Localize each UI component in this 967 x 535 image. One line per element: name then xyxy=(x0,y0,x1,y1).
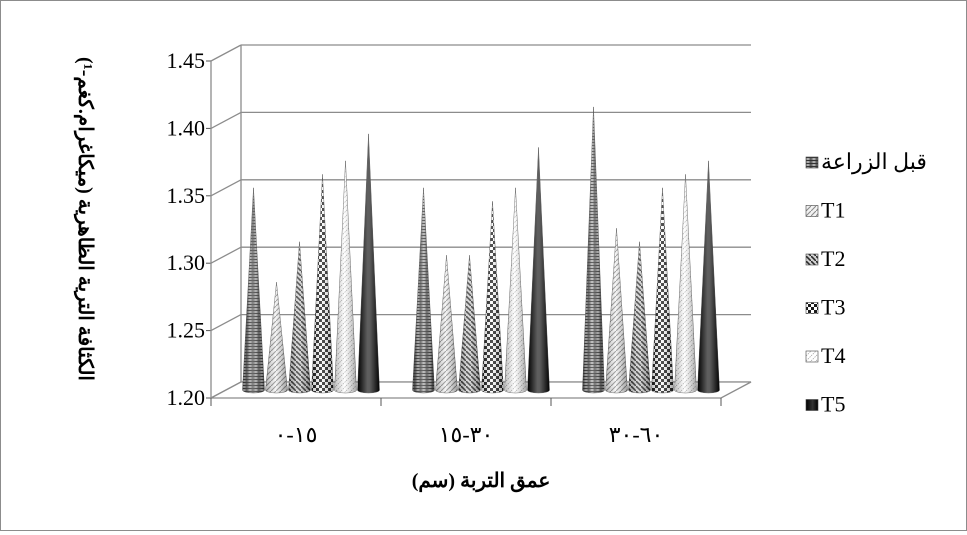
legend-label: T4 xyxy=(821,343,845,368)
legend-item: T2 xyxy=(805,246,845,271)
legend-label: قبل الزراعة xyxy=(821,149,927,175)
y-tick-label: 1.20 xyxy=(167,385,206,410)
y-tick-label: 1.45 xyxy=(167,48,206,73)
bar-cone xyxy=(357,133,380,394)
legend-swatch xyxy=(805,399,819,411)
legend-swatch xyxy=(805,156,819,169)
legend-label: T5 xyxy=(821,392,845,417)
legend-label: T1 xyxy=(821,198,845,223)
bar-cone xyxy=(674,174,697,394)
y-tick-label: 1.30 xyxy=(167,250,206,275)
bar-cone xyxy=(458,255,481,394)
bar-cone xyxy=(628,241,651,394)
bar-cone xyxy=(582,106,605,394)
x-tick-label: ١٥-٠ xyxy=(275,422,318,447)
x-axis-title: عمق التربة (سم) xyxy=(412,470,551,493)
legend-swatch xyxy=(805,205,819,217)
gridline-side xyxy=(210,44,242,62)
bar-cone xyxy=(527,147,550,394)
gridline-side xyxy=(210,179,242,197)
gridline-side xyxy=(210,246,242,264)
axis-layer: 1.20 1.25 1.30 1.35 1.40 1.45 ١٥-٠ ٣٠-١٥ ٦٠-٣٠ xyxy=(167,48,722,447)
legend-label: T2 xyxy=(821,246,845,271)
bar-cone xyxy=(481,201,504,394)
bar-cone xyxy=(697,160,720,394)
bar-cone xyxy=(605,228,628,394)
x-tick-label: ٦٠-٣٠ xyxy=(609,422,664,447)
legend-swatch xyxy=(805,253,819,266)
x-tick-label: ٣٠-١٥ xyxy=(439,422,494,447)
legend-item: T4 xyxy=(805,343,845,368)
legend-item: T1 xyxy=(805,198,845,223)
bar-cone xyxy=(242,187,265,394)
legend: قبل الزراعة T1 T2 T3 T4 T5 xyxy=(805,149,927,417)
bar-cone xyxy=(412,187,435,394)
legend-swatch xyxy=(805,302,819,314)
bar-cone xyxy=(311,174,334,394)
bars-layer xyxy=(242,106,720,394)
y-axis-title: الكثافة الترية الظاهرية (ميكاغرام.كغم-¹) xyxy=(73,57,96,381)
gridline-side xyxy=(210,314,242,332)
y-tick-label: 1.25 xyxy=(167,318,206,343)
bar-cone xyxy=(651,187,674,394)
legend-item: قبل الزراعة xyxy=(805,149,927,175)
legend-swatch xyxy=(805,350,819,363)
legend-item: T3 xyxy=(805,295,845,320)
bar-cone xyxy=(334,160,357,394)
bar-cone xyxy=(435,255,458,394)
bar-cone xyxy=(504,187,527,394)
gridline-side xyxy=(210,111,242,129)
bar-cone xyxy=(265,282,288,394)
y-tick-label: 1.40 xyxy=(167,115,206,140)
y-tick-label: 1.35 xyxy=(167,183,206,208)
legend-item: T5 xyxy=(805,392,845,417)
legend-label: T3 xyxy=(821,295,845,320)
bar-cone xyxy=(288,241,311,394)
